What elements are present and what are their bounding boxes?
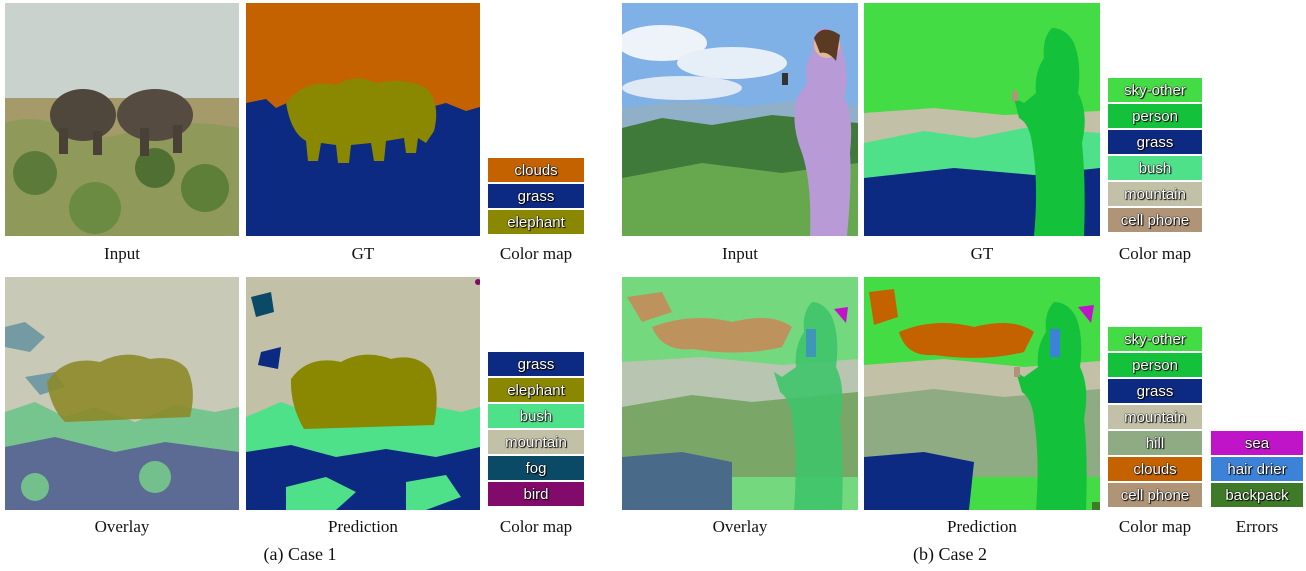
case2-caption-colormap-top: Color map: [1118, 244, 1192, 263]
case1-pred-chip-mountain: mountain: [488, 430, 584, 454]
case1-input-image: [5, 3, 239, 236]
case2-caption-colormap-bottom: Color map: [1118, 517, 1192, 536]
case2-pred-chip-cell-phone: cell phone: [1108, 483, 1202, 507]
case2-gt-chip-mountain: mountain: [1108, 182, 1202, 206]
case1-caption-input: Input: [104, 244, 140, 263]
case2-colormap-gt: sky-other person grass bush mountain cel…: [1108, 78, 1202, 232]
case2-colormap-pred: sky-other person grass mountain hill clo…: [1108, 327, 1202, 507]
case1-pred-chip-elephant: elephant: [488, 378, 584, 402]
case2-overlay-image: [622, 277, 858, 510]
case2-pred-chip-grass: grass: [1108, 379, 1202, 403]
case2-error-chip-backpack: backpack: [1211, 483, 1303, 507]
case2-pred-chip-sky-other: sky-other: [1108, 327, 1202, 351]
case2-gt-chip-bush: bush: [1108, 156, 1202, 180]
case1-gt-mask: [246, 3, 480, 236]
case1-overlay-image: [5, 277, 239, 510]
case2-subfigure-label: (b) Case 2: [913, 544, 987, 564]
case2-pred-chip-clouds: clouds: [1108, 457, 1202, 481]
case1-colormap-gt: clouds grass elephant: [488, 158, 584, 234]
case2-caption-gt: GT: [970, 244, 994, 263]
case2-colormap-errors: sea hair drier backpack: [1211, 431, 1303, 507]
case2-pred-chip-mountain: mountain: [1108, 405, 1202, 429]
case1-pred-chip-bird: bird: [488, 482, 584, 506]
case1-caption-overlay: Overlay: [94, 517, 150, 536]
case2-prediction-mask: [864, 277, 1100, 510]
case1-caption-prediction: Prediction: [328, 517, 398, 536]
case2-gt-chip-cell-phone: cell phone: [1108, 208, 1202, 232]
case2-gt-mask: [864, 3, 1100, 236]
case2-gt-chip-person: person: [1108, 104, 1202, 128]
case2-error-chip-hair-drier: hair drier: [1211, 457, 1303, 481]
case2-pred-chip-hill: hill: [1108, 431, 1202, 455]
case1-caption-colormap-top: Color map: [499, 244, 573, 263]
case2-pred-chip-person: person: [1108, 353, 1202, 377]
case2-gt-chip-grass: grass: [1108, 130, 1202, 154]
case1-pred-chip-bush: bush: [488, 404, 584, 428]
case2-caption-errors: Errors: [1235, 517, 1279, 536]
case1-pred-chip-fog: fog: [488, 456, 584, 480]
case2-caption-overlay: Overlay: [712, 517, 768, 536]
case1-caption-gt: GT: [351, 244, 375, 263]
case2-gt-chip-sky-other: sky-other: [1108, 78, 1202, 102]
case1-gt-chip-grass: grass: [488, 184, 584, 208]
case2-error-chip-sea: sea: [1211, 431, 1303, 455]
case1-colormap-pred: grass elephant bush mountain fog bird: [488, 352, 584, 506]
case1-prediction-mask: [246, 277, 480, 510]
case1-subfigure-label: (a) Case 1: [263, 544, 337, 564]
case2-caption-input: Input: [722, 244, 758, 263]
case1-pred-chip-grass: grass: [488, 352, 584, 376]
case2-input-image: [622, 3, 858, 236]
case1-gt-chip-elephant: elephant: [488, 210, 584, 234]
case2-caption-prediction: Prediction: [947, 517, 1017, 536]
case1-gt-chip-clouds: clouds: [488, 158, 584, 182]
case1-caption-colormap-bottom: Color map: [499, 517, 573, 536]
